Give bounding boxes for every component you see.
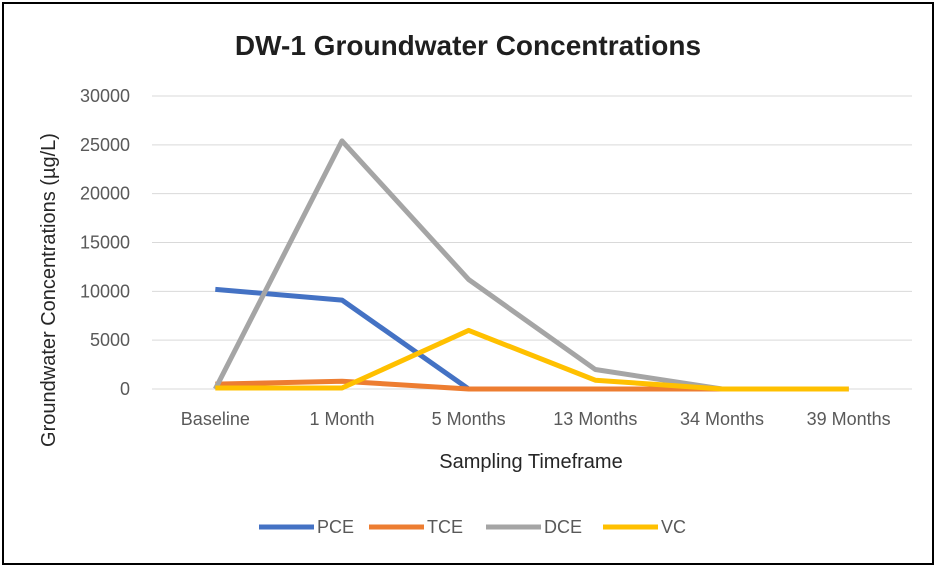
x-axis-title: Sampling Timeframe: [439, 451, 622, 473]
y-tick-label: 30000: [80, 86, 130, 106]
y-tick-label: 0: [120, 379, 130, 399]
x-tick-label: Baseline: [181, 409, 250, 429]
x-tick-label: 13 Months: [553, 409, 637, 429]
legend: PCE TCE DCE VC: [259, 517, 686, 537]
y-tick-label: 20000: [80, 184, 130, 204]
y-tick-label: 25000: [80, 135, 130, 155]
x-tick-label: 39 Months: [807, 409, 891, 429]
y-tick-label: 15000: [80, 233, 130, 253]
y-tick-label: 10000: [80, 281, 130, 301]
x-tick-label: 1 Month: [309, 409, 374, 429]
y-axis-title: Groundwater Concentrations (µg/L): [38, 133, 60, 447]
y-axis-ticks: 0 5000 10000 15000 20000 25000 30000: [80, 86, 130, 399]
legend-label-dce: DCE: [544, 517, 582, 537]
legend-label-tce: TCE: [427, 517, 463, 537]
x-tick-label: 5 Months: [432, 409, 506, 429]
x-axis-ticks: Baseline 1 Month 5 Months 13 Months 34 Month…: [181, 409, 891, 429]
legend-label-pce: PCE: [317, 517, 354, 537]
gridlines: [152, 95, 912, 390]
series-line-pce: [215, 286, 471, 392]
legend-label-vc: VC: [661, 517, 686, 537]
series-lines: [213, 138, 849, 392]
x-tick-label: 34 Months: [680, 409, 764, 429]
y-tick-label: 5000: [90, 330, 130, 350]
chart-title: DW-1 Groundwater Concentrations: [235, 30, 701, 61]
series-line-vc: [215, 327, 849, 392]
series-line-dce: [213, 138, 849, 392]
